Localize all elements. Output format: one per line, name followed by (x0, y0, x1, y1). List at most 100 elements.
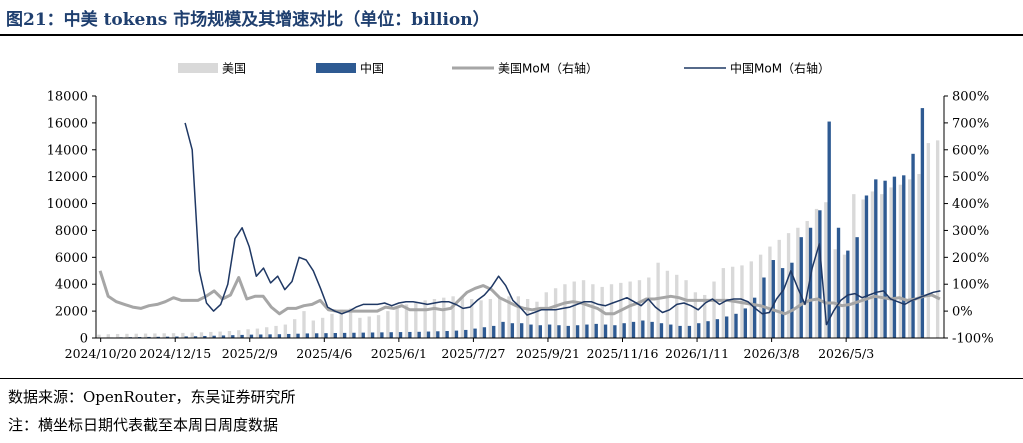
bar-us (908, 179, 912, 338)
bar-cn (585, 324, 589, 338)
bar-us (572, 281, 576, 338)
x-tick-label: 2025/4/6 (296, 346, 352, 361)
bar-us (693, 292, 698, 338)
bottom-rule (0, 378, 1023, 379)
bar-us (581, 280, 586, 338)
y2-tick-label: -100% (952, 332, 994, 347)
bar-us (516, 296, 520, 338)
y-tick-label: 6000 (55, 251, 88, 266)
bar-cn (743, 308, 748, 338)
bar-us (824, 202, 828, 338)
bar-cn (631, 321, 636, 338)
source-note: 数据来源：OpenRouter，东吴证券研究所 (8, 388, 296, 406)
bar-cn (165, 336, 170, 338)
bar-us (842, 254, 847, 338)
bar-us (358, 317, 362, 338)
bar-us (852, 194, 856, 338)
bar-cn (482, 327, 487, 338)
bar-us (423, 300, 427, 338)
bar-us (199, 332, 204, 338)
bar-cn (902, 175, 906, 338)
bar-cn (473, 328, 477, 338)
bar-cn (370, 332, 375, 338)
bar-us (796, 227, 800, 338)
bar-cn (780, 268, 785, 338)
bar-cn (818, 210, 822, 338)
chart-title: 图21：中美 tokens 市场规模及其增速对比（单位：billion） (6, 10, 490, 30)
bar-us (768, 246, 772, 338)
y2-tick-label: 800% (952, 90, 989, 105)
bar-us (320, 317, 325, 338)
y-tick-label: 8000 (55, 224, 88, 239)
bar-us (889, 187, 893, 338)
bar-us (609, 284, 614, 338)
bar-cn (510, 323, 515, 338)
bar-cn (408, 331, 412, 338)
bar-cn (669, 324, 673, 338)
bar-cn (538, 325, 542, 338)
x-tick-label: 2026/5/3 (818, 346, 874, 361)
bar-cn (920, 108, 925, 338)
y2-tick-label: 400% (952, 197, 989, 212)
bar-cn (641, 320, 645, 338)
bar-us (181, 332, 185, 338)
bar-us (535, 301, 539, 338)
bar-cn (547, 324, 552, 338)
bar-us (106, 334, 110, 338)
bar-us (237, 330, 241, 338)
bar-us (833, 249, 837, 338)
bar-cn (836, 227, 841, 338)
bar-cn (752, 297, 757, 338)
bar-us (786, 233, 791, 338)
bar-us (637, 280, 642, 338)
bar-cn (706, 321, 710, 338)
bar-us (97, 334, 101, 338)
bar-us (488, 299, 493, 338)
bar-us (442, 297, 446, 338)
legend-label: 美国MoM（右轴） (498, 61, 598, 76)
x-tick-label: 2025/6/1 (371, 346, 427, 361)
bar-us (703, 294, 707, 338)
x-tick-label: 2024/12/15 (139, 346, 211, 361)
bar-cn (296, 333, 300, 338)
bar-cn (193, 336, 198, 338)
bar-cn (808, 227, 813, 338)
bar-cn (892, 176, 897, 338)
bar-cn (799, 237, 803, 338)
bar-us (926, 143, 931, 338)
y-tick-label: 14000 (47, 143, 88, 158)
bar-cn (268, 334, 272, 338)
bar-us (591, 284, 595, 338)
bar-cn (436, 331, 440, 338)
bar-cn (864, 195, 869, 338)
bar-us (498, 297, 502, 338)
bar-us (563, 284, 567, 338)
bar-cn (240, 334, 244, 338)
bar-us (395, 308, 399, 338)
bar-cn (734, 313, 738, 338)
bar-cn (855, 237, 859, 338)
bar-cn (221, 335, 226, 338)
bar-cn (492, 325, 496, 338)
bar-us (302, 311, 306, 338)
x-tick-label: 2025/9/21 (516, 346, 580, 361)
bar-us (292, 319, 297, 338)
y2-tick-label: 500% (952, 170, 989, 185)
bar-cn (398, 332, 403, 338)
bar-cn (883, 180, 887, 338)
y-tick-label: 10000 (47, 197, 88, 212)
bar-cn (603, 324, 608, 338)
bar-us (935, 140, 940, 338)
bar-us (404, 304, 409, 338)
bar-us (227, 331, 232, 338)
bar-us (376, 315, 381, 338)
bar-us (134, 333, 138, 338)
bar-us (814, 208, 819, 338)
bar-us (274, 325, 278, 338)
y2-tick-label: 300% (952, 224, 989, 239)
bar-cn (156, 336, 160, 338)
bar-us (386, 311, 390, 338)
y2-tick-label: 600% (952, 143, 989, 158)
bar-cn (147, 336, 151, 338)
bar-us (665, 270, 670, 338)
